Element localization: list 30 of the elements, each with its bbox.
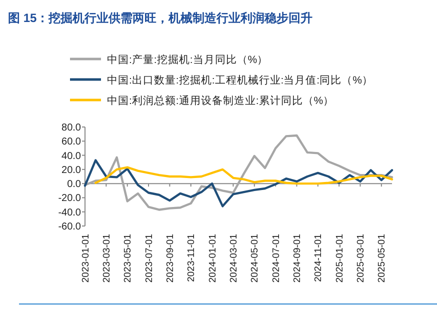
line-series: [84, 159, 394, 208]
y-tick-label: 60.0: [62, 136, 82, 148]
x-tick-label: 2023-01-01: [80, 234, 92, 283]
line-series: [94, 166, 394, 185]
x-tick-label: 2024-01-01: [207, 234, 218, 283]
line-series: [84, 134, 394, 211]
x-tick-label: 2023-09-01: [165, 234, 176, 283]
x-tick-label: 2023-07-01: [144, 234, 155, 283]
x-tick-label: 2024-07-01: [270, 234, 282, 283]
x-tick-label: 2025-01-01: [334, 234, 346, 283]
x-tick-label: 2023-05-01: [122, 234, 134, 283]
y-tick-label: 40.0: [62, 150, 82, 162]
y-tick-label: -60.0: [58, 222, 82, 232]
legend-label: 中国:利润总额:通用设备制造业:累计同比（%）: [107, 94, 334, 107]
y-tick-label: -40.0: [58, 207, 82, 218]
y-tick-label: 0.0: [67, 179, 82, 190]
y-tick-label: 80.0: [62, 122, 82, 134]
x-tick-label: 2024-11-01: [313, 234, 324, 282]
legend-label: 中国:产量:挖掘机:当月同比（%）: [107, 53, 268, 66]
x-tick-label: 2024-09-01: [292, 234, 304, 283]
y-tick-label: 20.0: [62, 164, 82, 176]
chart-title: 图 15：挖掘机行业供需两旺，机械制造行业利润稳步回升: [8, 11, 313, 25]
x-tick-label: 2023-03-01: [101, 234, 112, 283]
x-tick-label: 2025-03-01: [356, 234, 367, 283]
x-tick-label: 2023-11-01: [186, 234, 198, 282]
y-tick-label: -20.0: [58, 193, 82, 204]
x-tick-label: 2025-05-01: [376, 234, 388, 283]
x-tick-label: 2024-03-01: [228, 234, 240, 283]
legend-label: 中国:出口数量:挖掘机:工程机械行业:当月值:同比（%）: [107, 74, 373, 86]
x-tick-label: 2024-05-01: [250, 234, 261, 283]
